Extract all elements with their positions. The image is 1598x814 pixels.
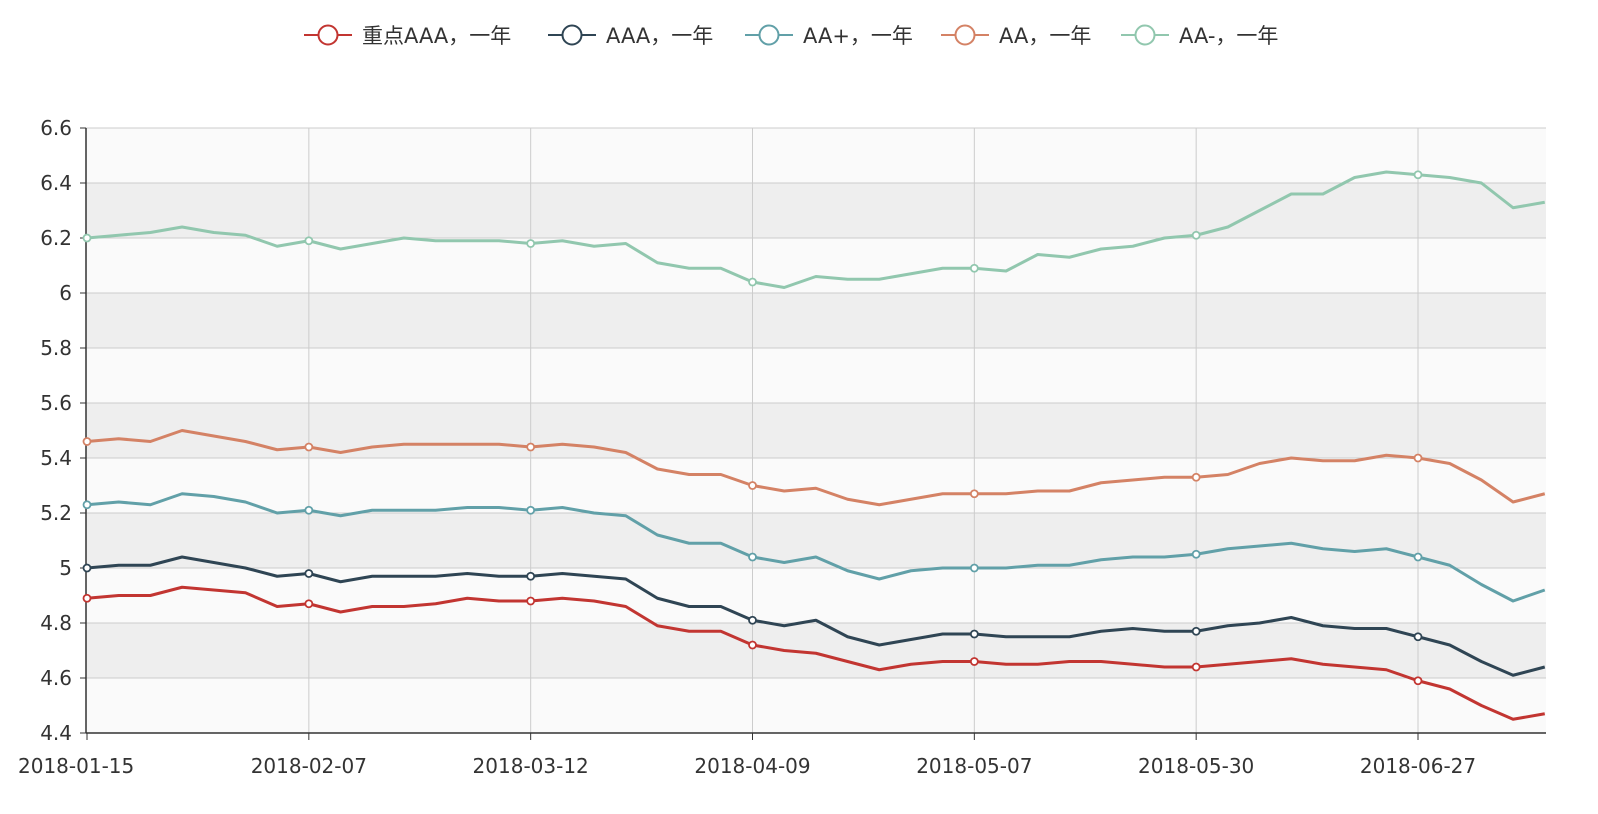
x-tick-label: 2018-04-09: [694, 754, 810, 778]
legend-label: AA+，一年: [803, 24, 913, 48]
data-point-marker: [304, 505, 314, 515]
y-tick-label: 5.4: [40, 446, 72, 470]
y-tick-label: 6.6: [40, 116, 72, 140]
y-tick-label: 5.2: [40, 501, 72, 525]
data-point-marker: [1413, 170, 1423, 180]
series-5: [82, 170, 1546, 289]
legend-item-2: AAA，一年: [548, 24, 713, 48]
series-1: [82, 585, 1546, 721]
data-point-marker: [304, 569, 314, 578]
data-point-marker: [304, 442, 314, 452]
series-line: [86, 429, 1546, 507]
x-tick-label: 2018-01-15: [18, 754, 134, 778]
legend-marker: [561, 24, 583, 46]
data-point-marker: [304, 236, 314, 246]
data-point-marker: [526, 505, 536, 515]
background-band: [86, 458, 1546, 513]
y-tick-label: 5: [59, 556, 72, 580]
legend-item-5: AA-，一年: [1121, 24, 1278, 48]
x-axis-tick-labels: 2018-01-15 2018-02-07 2018-03-12 2018-04-09…: [18, 733, 1476, 778]
y-tick-label: 4.4: [40, 721, 72, 745]
x-tick-label: 2018-06-27: [1360, 754, 1476, 778]
data-point-marker: [748, 277, 757, 287]
data-point-marker: [1191, 230, 1201, 240]
x-tick-label: 2018-05-30: [1138, 754, 1254, 778]
data-point-marker: [304, 599, 314, 609]
x-tick-label: 2018-02-07: [251, 754, 367, 778]
y-tick-label: 6: [59, 281, 72, 305]
background-band: [86, 623, 1546, 678]
data-point-marker: [1191, 626, 1201, 636]
x-tick-label: 2018-03-12: [473, 754, 589, 778]
data-point-marker: [1413, 552, 1423, 562]
legend-item-4: AA，一年: [941, 24, 1091, 48]
data-point-marker: [82, 437, 92, 446]
background-band: [86, 568, 1546, 623]
y-axis-tick-labels: 6.6 6.4 6.2 6 5.8 5.6 5.4 5.2 5 4.8 4.6 4.4: [40, 116, 86, 745]
legend-label: 重点AAA，一年: [362, 24, 511, 48]
legend-label: AAA，一年: [606, 24, 713, 48]
series-line: [86, 555, 1546, 677]
data-point-marker: [969, 263, 979, 273]
legend-item-3: AA+，一年: [745, 24, 913, 48]
legend-label: AA，一年: [999, 24, 1091, 48]
y-tick-label: 4.8: [40, 611, 72, 635]
series-3: [82, 492, 1546, 603]
y-tick-label: 6.2: [40, 226, 72, 250]
data-point-marker: [526, 442, 536, 452]
y-tick-label: 5.8: [40, 336, 72, 360]
data-point-marker: [1413, 453, 1423, 463]
data-point-marker: [1413, 632, 1423, 642]
data-point-marker: [748, 640, 757, 650]
legend-marker: [317, 24, 339, 46]
y-tick-label: 6.4: [40, 171, 72, 195]
data-point-marker: [748, 552, 757, 562]
data-point-marker: [969, 657, 979, 666]
data-point-marker: [82, 233, 92, 243]
y-tick-label: 5.6: [40, 391, 72, 415]
data-point-marker: [969, 563, 979, 573]
background-band: [86, 128, 1546, 183]
data-point-marker: [969, 629, 979, 639]
series-2: [82, 555, 1546, 677]
legend-marker: [758, 24, 780, 46]
data-point-marker: [82, 563, 92, 573]
series-4: [82, 429, 1546, 507]
background-band: [86, 678, 1546, 733]
data-point-marker: [82, 593, 92, 603]
background-band: [86, 348, 1546, 403]
series-lines: [82, 170, 1546, 721]
data-point-marker: [526, 596, 536, 606]
background-band: [86, 238, 1546, 293]
series-line: [86, 492, 1546, 603]
data-point-marker: [1413, 676, 1423, 686]
data-point-marker: [1191, 662, 1201, 672]
series-line: [86, 585, 1546, 721]
background-band: [86, 513, 1546, 568]
background-bands: [86, 128, 1546, 733]
legend: 重点AAA，一年 AAA，一年 AA+，一年 AA，一年 AA-，一年: [304, 24, 1278, 48]
series-line: [86, 170, 1546, 289]
data-point-marker: [1191, 549, 1201, 559]
x-tick-label: 2018-05-07: [916, 754, 1032, 778]
data-point-marker: [526, 239, 536, 248]
background-band: [86, 403, 1546, 458]
legend-marker: [1134, 24, 1156, 46]
axes: [85, 128, 1546, 734]
legend-marker: [954, 24, 976, 46]
data-point-marker: [748, 615, 757, 625]
data-point-marker: [1191, 472, 1201, 482]
legend-label: AA-，一年: [1179, 24, 1278, 48]
data-point-marker: [748, 481, 757, 490]
data-point-marker: [526, 571, 536, 581]
background-band: [86, 183, 1546, 238]
data-point-marker: [969, 489, 979, 499]
y-tick-label: 4.6: [40, 666, 72, 690]
legend-item-1: 重点AAA，一年: [304, 24, 511, 48]
data-point-marker: [82, 500, 92, 510]
background-band: [86, 293, 1546, 348]
